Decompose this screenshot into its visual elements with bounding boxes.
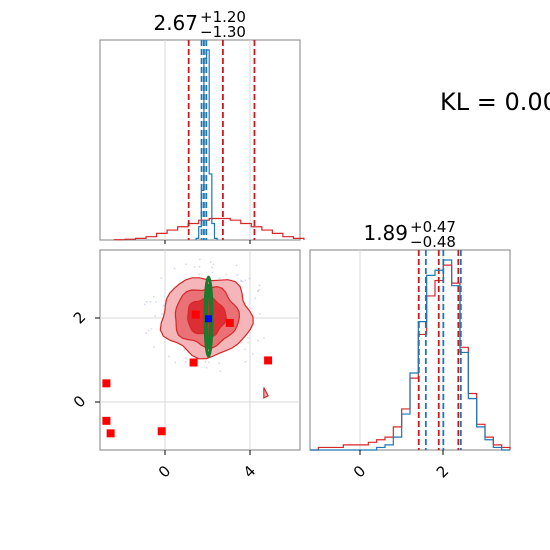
sample-point	[145, 300, 148, 303]
red-square-marker	[191, 310, 200, 319]
kl-divergence-label: KL = 0.00	[440, 88, 550, 116]
sample-point	[152, 295, 155, 298]
sample-point	[218, 362, 221, 365]
y-tick-label: 0	[70, 392, 89, 411]
sample-point	[154, 315, 157, 317]
sample-point	[218, 277, 221, 280]
red-square-marker	[189, 358, 198, 367]
histogram-series-0	[113, 217, 305, 241]
sample-point	[162, 304, 165, 307]
red-square-marker	[157, 427, 166, 436]
x-tick-label: 4	[240, 462, 259, 481]
sample-point	[199, 258, 201, 261]
y-tick-label: 2	[70, 308, 89, 327]
sample-point	[244, 360, 247, 363]
top-panel-title-plus: +1.20	[200, 8, 246, 26]
sample-point	[254, 297, 257, 300]
histogram-series-1	[310, 259, 510, 451]
sample-point	[149, 300, 152, 303]
sample-point	[185, 263, 187, 266]
red-square-marker	[106, 429, 115, 438]
sample-point	[168, 355, 170, 358]
x-tick-label: 0	[155, 462, 174, 481]
bottom-left-scatter-panel	[99, 249, 301, 451]
sample-point	[258, 313, 261, 315]
sample-point	[244, 279, 247, 282]
sample-point	[257, 290, 260, 293]
density-contour-outlier	[263, 387, 269, 399]
sample-point	[243, 348, 246, 351]
sample-point	[212, 263, 215, 266]
sample-point	[251, 307, 254, 310]
sample-point	[193, 266, 196, 268]
red-square-marker	[225, 318, 234, 327]
sample-point	[150, 327, 153, 330]
bottom-right-panel-title-minus: −0.48	[410, 233, 456, 251]
sample-point	[258, 288, 261, 291]
bottom-right-panel-title: 1.89	[363, 221, 408, 245]
bottom-right-panel-title-plus: +0.47	[410, 218, 456, 236]
sample-point	[174, 361, 177, 364]
sample-point	[204, 360, 207, 363]
sample-point	[236, 274, 239, 276]
sample-point	[211, 271, 214, 274]
red-square-marker	[102, 379, 111, 388]
x-tick-label: 2	[433, 462, 452, 481]
sample-point	[235, 264, 238, 267]
sample-point	[160, 313, 163, 316]
sample-point	[183, 348, 186, 351]
sample-point	[185, 357, 187, 359]
x-tick-label: 0	[350, 462, 369, 481]
sample-point	[257, 339, 260, 342]
red-square-marker	[102, 416, 111, 425]
sample-point	[241, 280, 244, 283]
sample-point	[155, 300, 158, 303]
sample-point	[145, 332, 147, 334]
sample-point	[173, 267, 176, 270]
sample-point	[209, 261, 212, 263]
sample-point	[219, 370, 222, 373]
sample-point	[144, 303, 146, 306]
blue-square-marker	[205, 315, 213, 323]
top-histogram-panel: 2.67 +1.20 −1.30	[99, 8, 305, 241]
sample-point	[205, 366, 208, 369]
sample-point	[208, 361, 211, 364]
red-square-marker	[264, 356, 273, 365]
top-panel-title-minus: −1.30	[200, 23, 246, 41]
sample-point	[247, 341, 249, 344]
bottom-right-histogram-panel: 1.89 +0.47 −0.48	[309, 218, 511, 451]
sample-point	[147, 329, 150, 332]
sample-point	[248, 277, 251, 280]
sample-point	[152, 346, 155, 349]
sample-point	[211, 266, 213, 269]
top-panel-title: 2.67	[153, 11, 198, 35]
sample-point	[197, 273, 200, 276]
sample-point	[251, 353, 254, 355]
sample-point	[240, 280, 243, 283]
sample-point	[160, 277, 163, 280]
sample-point	[263, 337, 265, 340]
sample-point	[247, 337, 249, 339]
sample-point	[198, 265, 201, 268]
sample-point	[258, 284, 261, 287]
sample-point	[184, 361, 187, 363]
sample-point	[225, 273, 228, 276]
sample-point	[240, 341, 243, 344]
